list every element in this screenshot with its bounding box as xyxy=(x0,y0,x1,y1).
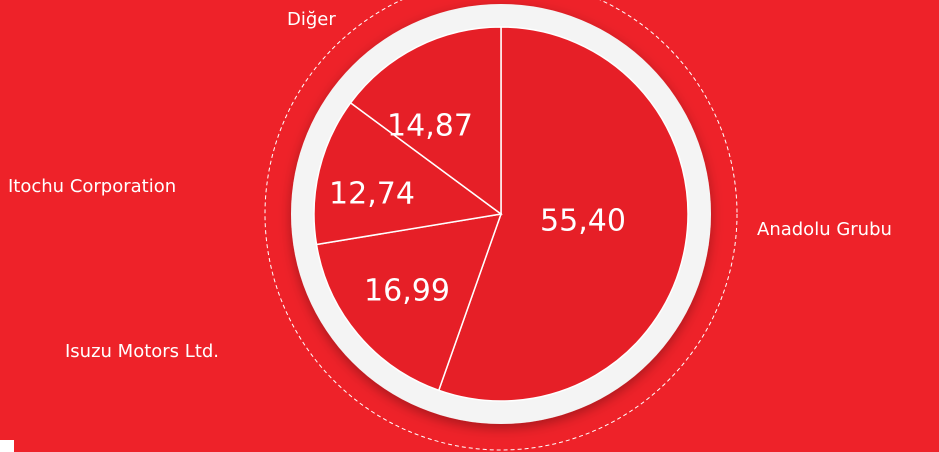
category-label: Isuzu Motors Ltd. xyxy=(65,341,219,362)
value-label: 12,74 xyxy=(329,177,415,212)
category-label: Anadolu Grubu xyxy=(757,219,892,240)
category-label: Itochu Corporation xyxy=(8,176,176,197)
pie-slice xyxy=(315,213,503,392)
dashed-ring xyxy=(264,0,738,451)
pie-slice xyxy=(313,101,503,246)
pie-slice xyxy=(349,26,502,216)
value-label: 16,99 xyxy=(364,274,450,309)
value-label: 14,87 xyxy=(387,109,473,144)
corner-mark xyxy=(0,440,14,452)
category-label: Diğer xyxy=(287,9,336,30)
value-label: 55,40 xyxy=(540,204,626,239)
